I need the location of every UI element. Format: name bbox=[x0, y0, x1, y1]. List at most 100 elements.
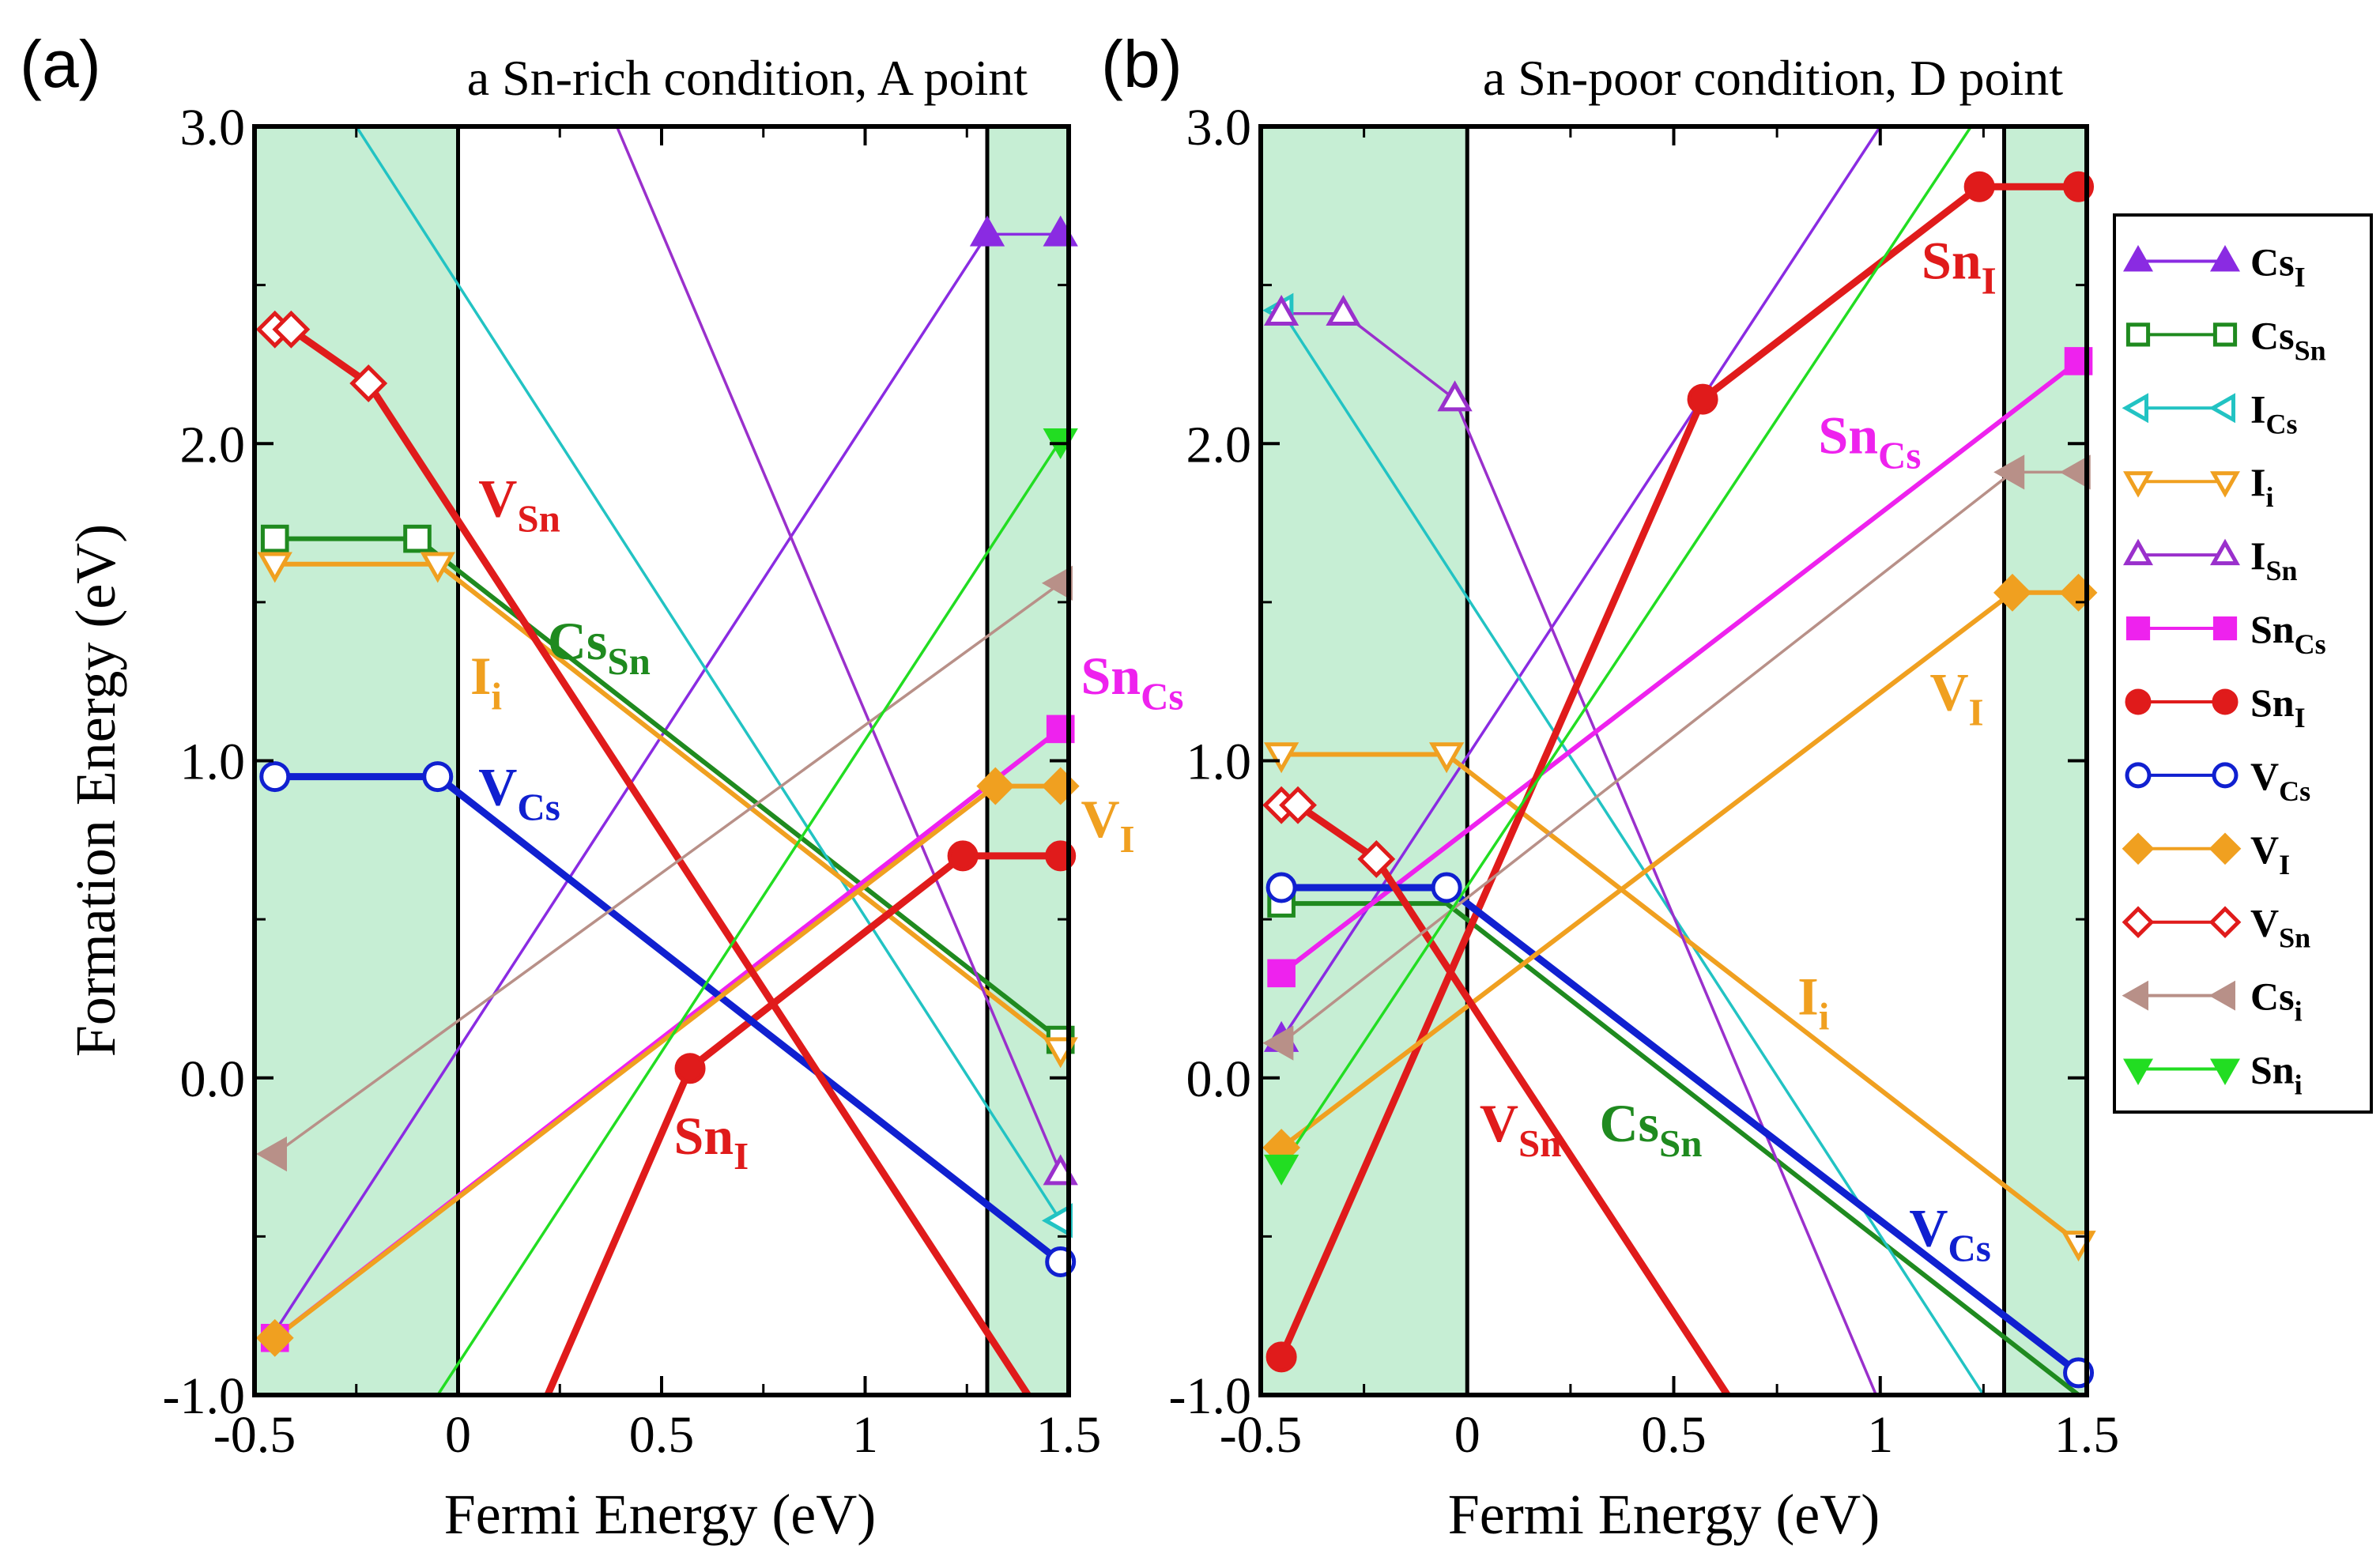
panel-b-x-axis-label: Fermi Energy (eV) bbox=[1448, 1483, 1880, 1546]
legend-item-v-cs: VCs bbox=[2125, 754, 2310, 807]
legend-label-v-sn: VSn bbox=[2250, 901, 2310, 954]
panel-a-series-i-i-point-2 bbox=[420, 552, 455, 583]
panel-b-y-tick-label-2: 0.0 bbox=[1186, 1050, 1252, 1108]
panel-b-series-sn-i-point-3 bbox=[1963, 171, 1995, 202]
legend-label-i-i: Ii bbox=[2250, 460, 2273, 513]
legend-item-i-cs: ICs bbox=[2122, 386, 2297, 439]
panel-a-series-cs-sn-point-2 bbox=[403, 524, 432, 553]
panel-b-series-sn-i-line bbox=[1280, 126, 1973, 1168]
legend-marker-right-i-i bbox=[2210, 471, 2240, 498]
panel-b-plot-area bbox=[1277, 126, 2081, 1395]
legend-marker-right-cs-i bbox=[2208, 980, 2235, 1011]
panel-b-annotation-v-sn: VSn bbox=[1480, 1093, 1562, 1165]
legend-marker-left-sn-cs bbox=[2125, 616, 2151, 641]
panel-b-series-i-i-point-1 bbox=[1263, 742, 1299, 774]
legend-marker-left-v-i bbox=[2122, 832, 2155, 865]
panel-b-y-tick-label-4: 2.0 bbox=[1186, 416, 1252, 473]
legend-marker-left-sn-i bbox=[2125, 688, 2152, 715]
panel-b-annotation-cs-sn: CsSn bbox=[1599, 1093, 1702, 1165]
panel-a-series-v-cs-point-1 bbox=[259, 761, 291, 793]
panel-b-annotation-sn-i: SnI bbox=[1922, 231, 1997, 303]
panel-b-series-cs-i-point-1 bbox=[1262, 1025, 1294, 1061]
panel-a-x-tick-label-1: -0.5 bbox=[213, 1406, 296, 1464]
panel-b-series-v-cs-point-2 bbox=[1431, 872, 1462, 903]
panel-a-series-cs-i-line bbox=[273, 582, 1062, 1156]
legend-item-i-i: Ii bbox=[2123, 460, 2273, 513]
legend-label-cs-i: CsI bbox=[2250, 239, 2306, 292]
panel-b-series-i-i-point-2 bbox=[1428, 742, 1465, 774]
panel-b-annotation-sn-cs: SnCs bbox=[1818, 405, 1921, 477]
legend-item-sn-i: Sni bbox=[2123, 1048, 2303, 1101]
panel-b-series-v-sn-point-2 bbox=[1279, 786, 1317, 824]
panel-b-series-sn-i-point-1 bbox=[1263, 1154, 1299, 1186]
panel-a-series-v-i-point-2 bbox=[976, 767, 1015, 805]
legend-marker-right-sn-i bbox=[2212, 688, 2239, 715]
panel-a-y-tick-label-3: 1.0 bbox=[180, 733, 246, 791]
panel-b-x-tick-label-4: 1 bbox=[1867, 1406, 1893, 1464]
panel-b-annotation-i-i: Ii bbox=[1797, 967, 1829, 1039]
panel-a-sn-rich: (a) a Sn-rich condition, A point Fermi E… bbox=[20, 27, 1183, 1546]
panel-a-annotation-i-i: Ii bbox=[470, 646, 502, 718]
legend-label-sn-i: Sni bbox=[2250, 1048, 2303, 1101]
legend-marker-right-v-i bbox=[2208, 832, 2242, 865]
legend-label-cs-i: Csi bbox=[2250, 975, 2303, 1027]
panel-a-series-i-i-point-1 bbox=[257, 552, 292, 583]
legend-marker-left-sn-i bbox=[2123, 1058, 2153, 1086]
panel-a-series-i-cs-line bbox=[355, 126, 1062, 1222]
panel-b-sn-poor: (b) a Sn-poor condition, D point Fermi E… bbox=[1101, 27, 2119, 1546]
panel-a-y-tick-label-1: -1.0 bbox=[163, 1367, 245, 1425]
legend-marker-left-i-i bbox=[2123, 471, 2153, 498]
panel-a-annotation-sn-i: SnI bbox=[673, 1106, 749, 1178]
legend-marker-right-sn-i bbox=[2210, 1058, 2240, 1086]
panel-a-series-v-sn-point-2 bbox=[272, 310, 311, 349]
panel-b-series-v-cs-point-1 bbox=[1265, 872, 1297, 903]
panel-a-annotation-v-cs: VCs bbox=[478, 757, 560, 829]
panel-b-annotation-v-i: VI bbox=[1929, 662, 1983, 733]
panel-b-x-tick-label-2: 0 bbox=[1454, 1406, 1480, 1464]
legend-label-v-cs: VCs bbox=[2250, 754, 2310, 807]
panel-a-series-sn-i-line bbox=[436, 439, 1062, 1395]
panel-a-x-tick-label-3: 0.5 bbox=[629, 1406, 695, 1464]
legend-item-sn-i: SnI bbox=[2125, 681, 2306, 733]
legend-marker-right-v-cs bbox=[2212, 762, 2239, 789]
panel-a-series-cs-sn-point-1 bbox=[260, 524, 289, 553]
legend-marker-right-i-sn bbox=[2210, 538, 2240, 566]
panel-a-series-v-sn-point-3 bbox=[349, 364, 388, 402]
panel-a-series-sn-i-point-2 bbox=[947, 840, 979, 872]
panel-a-y-tick-label-5: 3.0 bbox=[180, 99, 246, 156]
legend-label-i-cs: ICs bbox=[2250, 386, 2297, 439]
legend-item-cs-sn: CsSn bbox=[2125, 313, 2326, 366]
panel-a-x-tick-label-2: 0 bbox=[445, 1406, 471, 1464]
panel-a-series-cs-i-point-1 bbox=[969, 215, 1005, 247]
legend-marker-left-cs-sn bbox=[2125, 322, 2151, 347]
panel-a-series-v-i-point-1 bbox=[255, 1318, 294, 1357]
panel-b-label: (b) bbox=[1101, 27, 1182, 101]
panel-a-series-v-i-point-3 bbox=[1041, 767, 1080, 805]
legend-marker-left-i-sn bbox=[2123, 538, 2153, 566]
panel-b-y-tick-label-1: -1.0 bbox=[1169, 1367, 1251, 1425]
legend-marker-right-cs-sn bbox=[2212, 322, 2238, 347]
panel-b-y-tick-label-5: 3.0 bbox=[1186, 99, 1252, 156]
legend-label-sn-i: SnI bbox=[2250, 681, 2306, 733]
panel-b-series-v-sn-point-3 bbox=[1357, 839, 1396, 878]
panel-b-y-tick-label-3: 1.0 bbox=[1186, 733, 1252, 791]
panel-b-series-sn-i-point-2 bbox=[1687, 383, 1718, 415]
legend-item-v-sn: VSn bbox=[2122, 901, 2310, 954]
panel-b-series-i-sn-point-3 bbox=[1437, 380, 1473, 412]
panel-a-x-tick-label-5: 1.5 bbox=[1036, 1406, 1102, 1464]
legend-item-cs-i: Csi bbox=[2122, 975, 2303, 1027]
panel-a-series-i-sn-line bbox=[615, 126, 1062, 1174]
legend-marker-left-v-sn bbox=[2122, 906, 2155, 939]
legend-marker-right-cs-i bbox=[2210, 244, 2240, 272]
panel-b-series-cs-sn-line bbox=[1281, 901, 2080, 1395]
legend-label-v-i: VI bbox=[2250, 828, 2290, 880]
panel-a-annotation-sn-cs: SnCs bbox=[1081, 646, 1183, 718]
legend-item-cs-i: CsI bbox=[2123, 239, 2306, 292]
legend-marker-left-cs-i bbox=[2123, 244, 2153, 272]
panel-b-x-tick-label-1: -0.5 bbox=[1220, 1406, 1302, 1464]
panel-a-y-axis-label: Formation Energy (eV) bbox=[64, 524, 127, 1058]
panel-a-annotation-cs-sn: CsSn bbox=[548, 611, 651, 683]
legend-box bbox=[2113, 213, 2373, 1114]
panel-a-label: (a) bbox=[20, 27, 101, 101]
